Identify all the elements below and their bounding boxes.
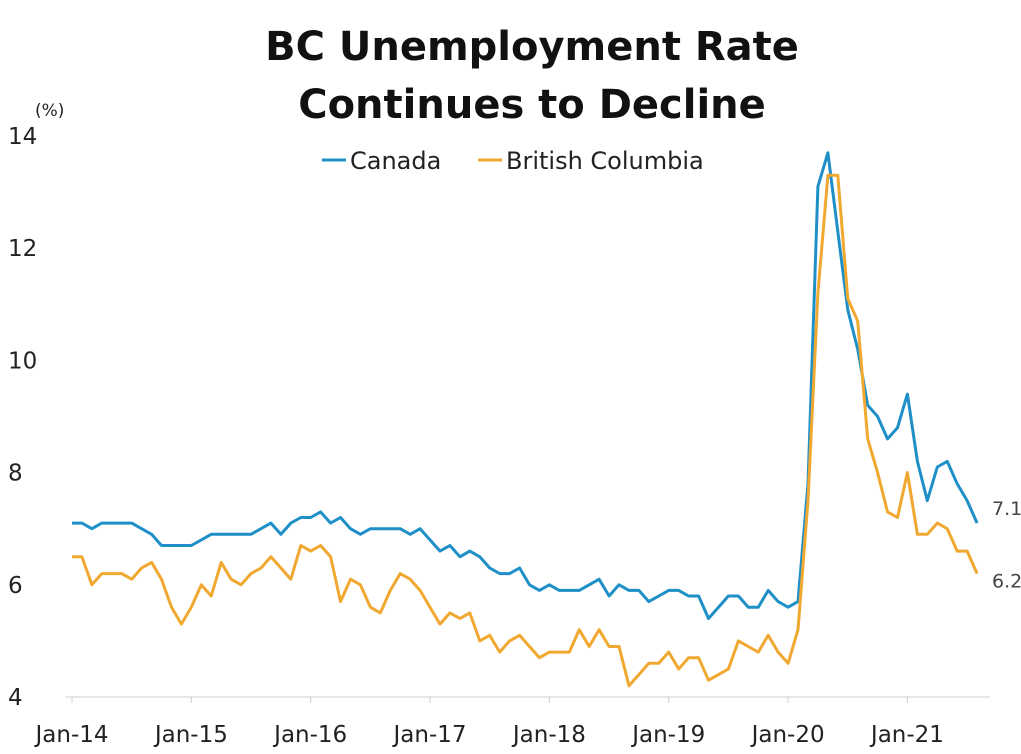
- chart-title-line-1: BC Unemployment Rate: [265, 24, 799, 70]
- x-tick-label: Jan-18: [511, 722, 586, 748]
- x-tick-label: Jan-17: [392, 722, 467, 748]
- legend-label-canada: Canada: [350, 147, 441, 175]
- end-labels: 7.1 6.2: [992, 498, 1021, 592]
- chart-title-line-2: Continues to Decline: [298, 82, 766, 128]
- series-layer: [72, 151, 979, 688]
- end-label-canada: 7.1: [992, 498, 1021, 520]
- y-tick-label: 8: [8, 461, 23, 487]
- end-label-british-columbia: 6.2: [992, 571, 1021, 593]
- y-tick-label: 6: [8, 573, 23, 599]
- series-line-canada: [72, 151, 979, 620]
- x-tick-label: Jan-21: [869, 722, 944, 748]
- x-tick-label: Jan-19: [630, 722, 705, 748]
- x-axis-ticks: Jan-14 Jan-15 Jan-16 Jan-17 Jan-18 Jan-19 Jan-…: [33, 697, 944, 748]
- legend: Canada British Columbia: [322, 147, 704, 175]
- x-tick-label: Jan-20: [750, 722, 825, 748]
- y-tick-label: 14: [8, 124, 37, 150]
- y-tick-label: 12: [8, 236, 37, 262]
- y-axis-ticks: 4 6 8 10 12 14: [8, 124, 37, 711]
- y-tick-label: 10: [8, 348, 37, 374]
- x-tick-label: Jan-15: [153, 722, 228, 748]
- y-tick-label: 4: [8, 685, 23, 711]
- x-tick-label: Jan-16: [272, 722, 347, 748]
- series-line-british-columbia: [72, 173, 979, 688]
- legend-label-british-columbia: British Columbia: [506, 147, 704, 175]
- y-axis-unit-label: (%): [35, 101, 64, 121]
- x-tick-label: Jan-14: [33, 722, 108, 748]
